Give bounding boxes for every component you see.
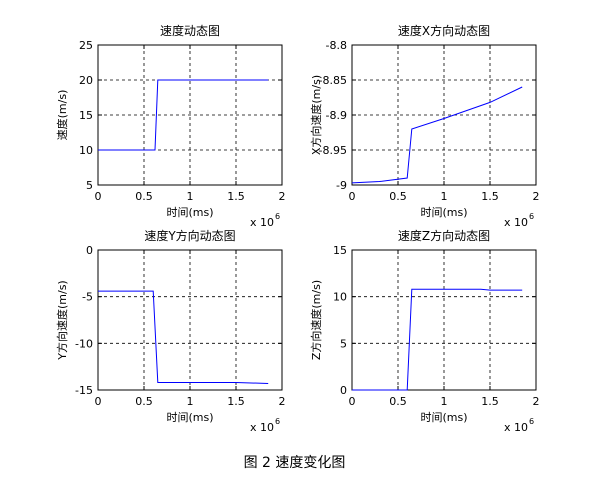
chart-title: 速度动态图 <box>160 23 220 38</box>
x-tick-label: 0.5 <box>389 190 407 203</box>
x-tick-label: 2 <box>279 190 286 203</box>
x-tick-label: 0.5 <box>135 395 153 408</box>
x-tick-label: 2 <box>279 395 286 408</box>
x-tick-label: 2 <box>533 395 540 408</box>
x-tick-label: 0.5 <box>389 395 407 408</box>
x-tick-label: 1.5 <box>481 395 499 408</box>
x-tick-label: 1.5 <box>227 190 245 203</box>
y-tick-label: -5 <box>82 291 93 304</box>
y-tick-label: -8.8 <box>326 39 347 52</box>
x-axis-label: 时间(ms) <box>166 411 213 424</box>
x-tick-label: 1 <box>441 190 448 203</box>
x-multiplier-label: x 10 <box>250 421 274 434</box>
y-tick-label: 10 <box>79 144 93 157</box>
x-multiplier-label: x 10 <box>250 216 274 229</box>
x-tick-label: 1.5 <box>227 395 245 408</box>
figure-caption: 图 2 速度变化图 <box>243 455 346 471</box>
y-tick-label: 15 <box>79 109 93 122</box>
x-tick-label: 0 <box>349 190 356 203</box>
x-tick-label: 0 <box>95 395 102 408</box>
x-tick-label: 2 <box>533 190 540 203</box>
y-tick-label: 15 <box>333 244 347 257</box>
y-tick-label: 0 <box>86 244 93 257</box>
x-tick-label: 1 <box>187 395 194 408</box>
y-tick-label: 25 <box>79 39 93 52</box>
y-tick-label: -15 <box>75 384 93 397</box>
y-tick-label: -8.85 <box>319 74 347 87</box>
x-tick-label: 0 <box>95 190 102 203</box>
x-axis-label: 时间(ms) <box>166 206 213 219</box>
y-axis-label: Y方向速度(m/s) <box>55 280 69 360</box>
x-tick-label: 1 <box>187 190 194 203</box>
x-multiplier-label: x 10 <box>504 216 528 229</box>
x-multiplier-label: x 10 <box>504 421 528 434</box>
x-axis-label: 时间(ms) <box>420 206 467 219</box>
x-tick-label: 1.5 <box>481 190 499 203</box>
y-axis-label: X方向速度(m/s) <box>309 75 323 155</box>
x-multiplier-exponent: 6 <box>529 417 534 426</box>
x-axis-label: 时间(ms) <box>420 411 467 424</box>
series-line-1 <box>98 290 269 384</box>
x-multiplier-exponent: 6 <box>275 212 280 221</box>
y-axis-label: 速度(m/s) <box>55 90 69 141</box>
y-tick-label: -8.9 <box>326 109 347 122</box>
y-tick-label: -8.95 <box>319 144 347 157</box>
x-tick-label: 0 <box>349 395 356 408</box>
y-tick-label: -9 <box>336 179 347 192</box>
y-axis-label: Z方向速度(m/s) <box>309 280 323 360</box>
series-line-1 <box>351 86 523 184</box>
x-tick-label: 1 <box>441 395 448 408</box>
subplot-2: 0 0.5 1 1.5 2 -8.8 -8.85 -8.9 -8.95 -9 速度X方向动态图时间(… <box>309 23 540 229</box>
chart-title: 速度Y方向动态图 <box>144 228 235 243</box>
y-tick-label: -10 <box>75 337 93 350</box>
series-line-1 <box>98 79 269 151</box>
x-multiplier-exponent: 6 <box>529 212 534 221</box>
y-tick-label: 0 <box>340 384 347 397</box>
x-multiplier-exponent: 6 <box>275 417 280 426</box>
y-tick-label: 5 <box>340 337 347 350</box>
y-tick-label: 20 <box>79 74 93 87</box>
series-line-1 <box>352 288 523 391</box>
chart-title: 速度X方向动态图 <box>398 23 490 38</box>
x-tick-label: 0.5 <box>135 190 153 203</box>
y-tick-label: 5 <box>86 179 93 192</box>
chart-title: 速度Z方向动态图 <box>398 228 490 243</box>
y-tick-label: 10 <box>333 291 347 304</box>
